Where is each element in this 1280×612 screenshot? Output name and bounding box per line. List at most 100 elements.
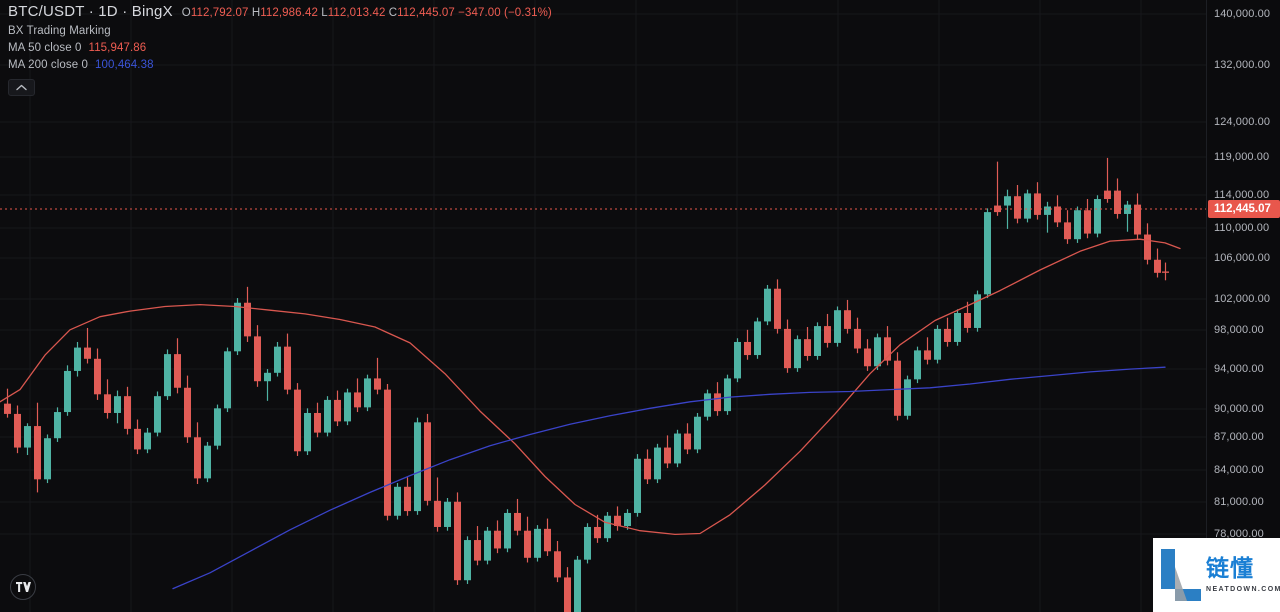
l-logo-shape-icon [1161,549,1201,601]
price-tick: 119,000.00 [1214,151,1270,163]
candle-body [204,445,211,479]
candle-body [64,370,71,413]
chevron-up-icon [16,84,27,91]
candle-body [744,341,751,356]
candle-body [1014,196,1021,219]
candle-body [474,540,481,561]
price-tick: 84,000.00 [1214,464,1264,476]
price-tick: 94,000.00 [1214,363,1264,375]
candle-body [894,360,901,416]
candlestick-chart [0,0,1206,612]
candle-body [1134,204,1141,235]
candle-body [634,458,641,513]
candle-body [114,396,121,413]
candle-body [1054,206,1061,223]
candle-body [254,336,261,382]
price-scale[interactable]: 140,000.00 132,000.00 124,000.00 119,000.00… [1206,0,1280,612]
candle-body [134,428,141,450]
candle-body [654,447,661,480]
candle-body [584,526,591,560]
candle-body [664,447,671,464]
price-tick: 114,000.00 [1214,189,1270,201]
candle-body [864,348,871,367]
candle-body [604,515,611,539]
price-tick: 98,000.00 [1214,324,1264,336]
candle-body [34,426,41,480]
candle-body [164,354,171,397]
candle-body [414,422,421,512]
candle-body [364,378,371,408]
price-tick: 140,000.00 [1214,8,1271,20]
candle-body [594,526,601,539]
candle-body [544,528,551,552]
candle-body [124,396,131,429]
candle-body [1144,234,1151,260]
candle-body [344,392,351,422]
candle-body [454,501,461,581]
candle-body [274,346,281,373]
candle-body [924,350,931,360]
candle-body [404,486,411,512]
candle-body [1084,210,1091,234]
candle-body [234,302,241,352]
chart-plot-area[interactable] [0,0,1206,612]
current-price-tag[interactable]: 112,445.07 [1208,200,1280,218]
ma-line-ma-50 [0,238,1181,536]
site-watermark: 链懂 NEATDOWN.COM [1153,538,1280,612]
legend-collapse-button[interactable] [8,79,35,96]
candle-body [54,412,61,439]
candle-body [844,310,851,329]
candle-body [994,205,1001,213]
candle-body [914,350,921,380]
price-tick: 81,000.00 [1214,496,1264,508]
candle-body [74,347,81,371]
candle-body [514,512,521,531]
candle-body [294,389,301,452]
candle-body [694,416,701,450]
candle-body [354,392,361,408]
candle-body [564,577,571,612]
candle-body [194,437,201,479]
candle-body [674,433,681,464]
candle-body [504,512,511,549]
candle-body [304,412,311,452]
candle-body [1034,193,1041,215]
candle-body [284,346,291,390]
ma-line-ma-200 [172,366,1166,590]
tradingview-logo[interactable] [10,574,36,600]
candle-body [774,288,781,329]
candle-body [174,354,181,388]
candle-body [394,486,401,516]
candle-body [104,394,111,413]
candle-body [224,351,231,409]
candle-body [1162,271,1169,273]
candle-body [4,403,11,414]
candle-body [324,399,331,433]
candle-body [714,393,721,412]
watermark-chinese: 链懂 [1206,555,1254,582]
tradingview-logo-icon [15,582,31,592]
candle-body [214,408,221,446]
candle-body [1104,190,1111,200]
candle-body [314,412,321,433]
candle-body [94,358,101,395]
candle-body [954,313,961,342]
l-logo-icon [1159,547,1203,603]
candle-body [24,426,31,448]
candle-body [534,528,541,558]
candle-body [964,313,971,328]
candle-body [374,378,381,390]
candle-body [464,540,471,581]
price-tick: 78,000.00 [1214,528,1264,540]
candle-body [944,328,951,342]
candle-body [184,387,191,438]
candle-body [934,328,941,360]
candle-body [44,438,51,480]
candle-body [1114,190,1121,214]
candle-body [1154,259,1161,273]
candle-body [884,337,891,361]
candle-body [854,328,861,349]
candle-body [14,413,21,448]
candle-body [494,530,501,549]
